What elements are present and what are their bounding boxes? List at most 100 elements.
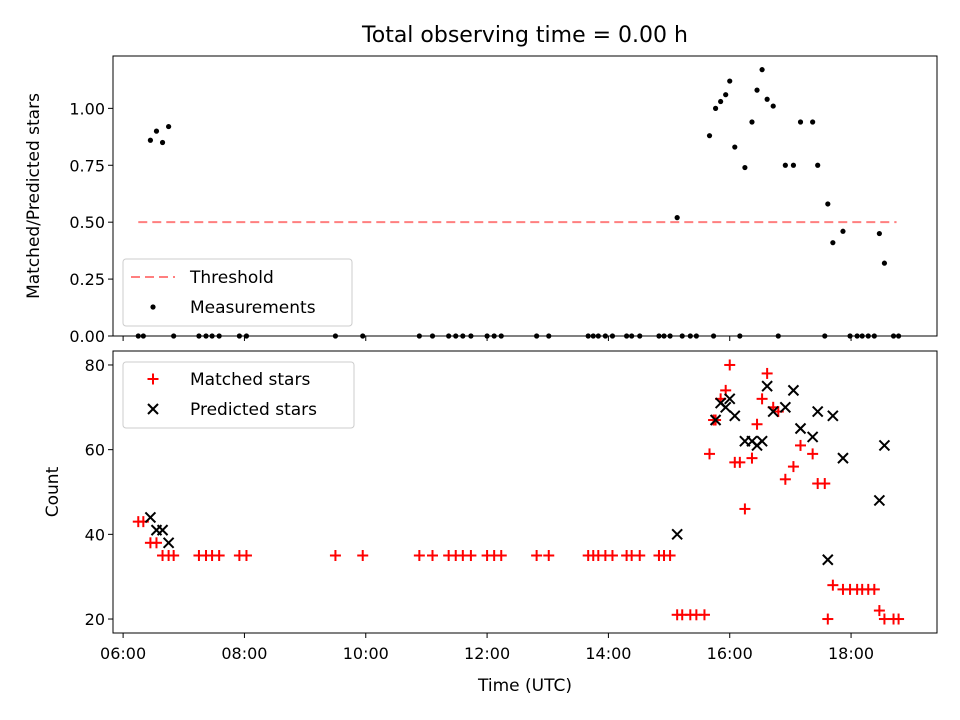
count-panel: 20 40 60 80 06:00 08:00 10:00 12:00 14:00 16:00 1… <box>43 350 938 696</box>
matched-star-point <box>868 583 880 595</box>
measurement-point <box>661 333 667 339</box>
matched-star-point <box>213 550 225 562</box>
figure-title: Total observing time = 0.00 h <box>361 23 688 48</box>
count-plot-frame <box>112 350 938 634</box>
measurement-point <box>723 92 729 98</box>
measurement-point <box>749 119 755 125</box>
measurement-point <box>764 96 770 102</box>
count-legend-box <box>122 361 355 429</box>
measurement-point <box>759 67 765 73</box>
measurement-point <box>147 137 154 143</box>
measurement-point <box>727 78 733 84</box>
matched-star-point <box>329 550 341 562</box>
predicted-star-point <box>794 422 807 435</box>
ratio-plot-frame <box>112 55 938 337</box>
measurement-point <box>609 333 616 339</box>
legend-matched-label: Matched stars <box>190 370 310 390</box>
measurement-point <box>484 333 490 339</box>
ratio-panel: 0.00 0.25 0.50 0.75 1.00 Matched/Predicted s… <box>24 55 938 346</box>
measurement-point <box>460 333 466 339</box>
measurement-point <box>667 333 673 339</box>
predicted-star-point <box>837 452 849 464</box>
matched-stars-points <box>132 359 905 625</box>
matched-star-point <box>664 550 676 562</box>
measurement-point <box>590 333 596 339</box>
legend-predicted-label: Predicted stars <box>190 400 317 420</box>
measurement-point <box>446 333 452 339</box>
matched-star-point <box>734 456 746 468</box>
measurement-point <box>637 333 643 339</box>
measurement-point <box>775 333 781 339</box>
count-x-tick-label: 16:00 <box>707 644 753 663</box>
ratio-y-tick-label: 0.50 <box>69 213 105 232</box>
measurement-point <box>595 333 601 339</box>
ratio-y-axis: 0.00 0.25 0.50 0.75 1.00 <box>69 99 113 346</box>
measurement-point <box>468 333 474 339</box>
measurement-point <box>693 333 699 339</box>
matched-star-point <box>357 550 369 562</box>
matched-star-point <box>739 503 751 515</box>
matched-star-point <box>761 367 773 379</box>
legend-matched-swatch <box>147 373 159 385</box>
measurement-point <box>171 333 177 339</box>
measurement-point <box>153 128 160 134</box>
predicted-star-point <box>719 401 732 414</box>
count-y-axis: 20 40 60 80 <box>85 356 113 629</box>
matched-star-point <box>465 550 477 562</box>
matched-star-point <box>150 537 162 549</box>
count-x-tick-label: 12:00 <box>464 644 510 663</box>
measurement-point <box>332 333 339 339</box>
matched-star-point <box>751 418 763 430</box>
measurement-point <box>602 333 608 339</box>
measurement-point <box>854 333 860 339</box>
measurement-point <box>629 333 635 339</box>
predicted-star-point <box>873 494 886 507</box>
measurement-point <box>790 162 797 168</box>
matched-star-point <box>746 452 758 464</box>
count-legend: Matched stars Predicted stars <box>122 361 355 429</box>
count-x-tick-label: 14:00 <box>585 644 631 663</box>
predicted-stars-points <box>144 380 891 566</box>
predicted-star-point <box>144 511 157 524</box>
predicted-star-point <box>724 393 736 405</box>
count-y-tick-label: 60 <box>85 441 105 460</box>
count-x-tick-label: 18:00 <box>828 644 874 663</box>
measurement-point <box>825 201 831 207</box>
measurement-point <box>429 333 436 339</box>
measurement-point <box>782 162 788 168</box>
matched-star-point <box>606 550 618 562</box>
matched-star-point <box>724 359 736 371</box>
measurement-point <box>712 105 719 111</box>
count-y-axis-label: Count <box>43 466 63 517</box>
matched-star-point <box>413 550 425 562</box>
measurement-point <box>534 333 540 339</box>
measurement-point <box>718 98 724 105</box>
measurement-point <box>360 333 366 339</box>
predicted-star-point <box>806 431 819 443</box>
measurement-point <box>243 333 250 339</box>
matched-star-point <box>634 550 646 562</box>
matched-star-point <box>779 473 791 485</box>
measurement-points <box>135 67 902 339</box>
predicted-star-point <box>827 410 839 422</box>
measurement-point <box>840 228 846 234</box>
ratio-y-tick-label: 0.25 <box>69 270 105 289</box>
measurement-point <box>706 133 713 139</box>
measurement-point <box>830 240 836 246</box>
measurement-point <box>166 123 172 130</box>
measurement-point <box>135 333 141 339</box>
matched-star-point <box>873 605 885 617</box>
matched-star-point <box>698 609 710 621</box>
measurement-point <box>203 333 209 339</box>
predicted-star-point <box>878 439 891 452</box>
measurement-point <box>770 103 776 109</box>
measurement-point <box>710 333 717 339</box>
legend-measurement-swatch <box>150 304 156 310</box>
measurement-point <box>754 87 760 93</box>
measurement-point <box>687 333 693 339</box>
ratio-y-tick-label: 1.00 <box>69 99 105 118</box>
predicted-star-point <box>787 384 800 397</box>
count-y-tick-label: 40 <box>85 525 105 544</box>
measurement-point <box>679 333 685 339</box>
